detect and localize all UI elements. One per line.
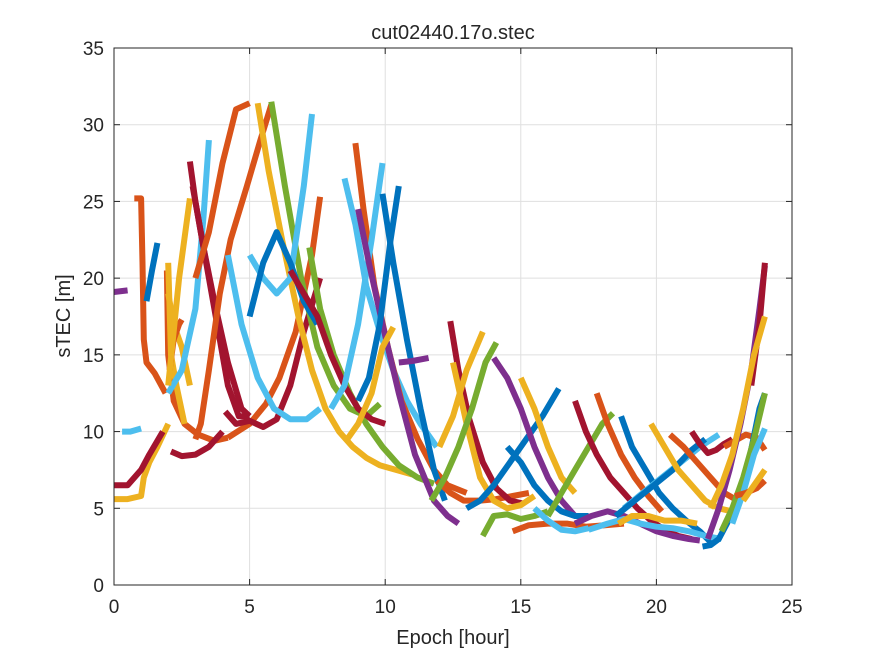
x-axis-label: Epoch [hour] (396, 627, 509, 649)
series-line-26 (287, 268, 387, 427)
series-line-55 (613, 436, 708, 519)
series-line-1 (134, 195, 169, 395)
series-line-19 (224, 254, 322, 423)
series-line-4 (114, 430, 166, 489)
series-line-5 (113, 287, 128, 295)
series-line-63 (707, 315, 768, 510)
series-line-25 (306, 246, 436, 487)
series-line-34 (398, 354, 430, 366)
series-line-3 (114, 422, 171, 503)
series-line-53 (616, 513, 698, 527)
series-line-14 (165, 197, 193, 386)
series-line-31 (355, 185, 402, 403)
x-tick-label: 20 (646, 597, 667, 618)
series-line-67 (740, 468, 768, 503)
x-tick-label: 0 (109, 597, 120, 618)
y-tick-label: 25 (83, 192, 104, 213)
series-line-11 (169, 429, 225, 460)
series-line-2 (143, 242, 161, 302)
series-line-29 (328, 162, 386, 411)
y-tick-label: 5 (93, 499, 104, 520)
chart-title: cut02440.17o.stec (371, 22, 534, 44)
y-tick-label: 0 (93, 576, 104, 597)
series-line-41 (480, 508, 549, 538)
series-line-6 (122, 425, 142, 435)
plot-area-frame (113, 47, 793, 586)
series-line-20 (192, 100, 251, 279)
series-line-13 (165, 139, 212, 395)
y-tick-label: 35 (83, 39, 104, 60)
series-line-49 (593, 392, 665, 514)
series-line-46 (532, 506, 590, 535)
series-line-57 (667, 432, 740, 504)
series-line-43 (504, 444, 589, 519)
x-axis: 0 5 10 15 20 25 (109, 48, 803, 618)
series-line-65 (729, 427, 768, 525)
series-line-51 (618, 415, 713, 545)
series-line-32 (379, 193, 448, 502)
y-axis-label: sTEC [m] (53, 274, 75, 357)
y-tick-label: 20 (83, 269, 104, 290)
x-tick-label: 25 (781, 597, 802, 618)
series-line-36 (447, 320, 525, 507)
series-line-42 (491, 356, 578, 518)
y-tick-label: 15 (83, 346, 104, 367)
series-line-39 (436, 330, 486, 449)
series-line-30 (355, 208, 461, 527)
x-tick-label: 10 (375, 597, 396, 618)
y-axis: 0 5 10 15 20 25 30 35 (83, 39, 792, 597)
grid-lines (114, 48, 792, 585)
series-line-64 (718, 392, 768, 533)
y-tick-label: 10 (83, 423, 104, 444)
x-tick-label: 15 (510, 597, 531, 618)
series-line-33 (344, 325, 396, 441)
series-line-38 (428, 341, 500, 503)
series-layer (113, 100, 768, 550)
x-tick-label: 5 (244, 597, 255, 618)
series-line-24 (246, 229, 320, 326)
series-line-17 (192, 103, 275, 441)
series-line-21 (254, 102, 414, 478)
series-line-52 (587, 516, 723, 542)
series-line-40 (465, 387, 562, 511)
y-tick-label: 30 (83, 116, 104, 137)
